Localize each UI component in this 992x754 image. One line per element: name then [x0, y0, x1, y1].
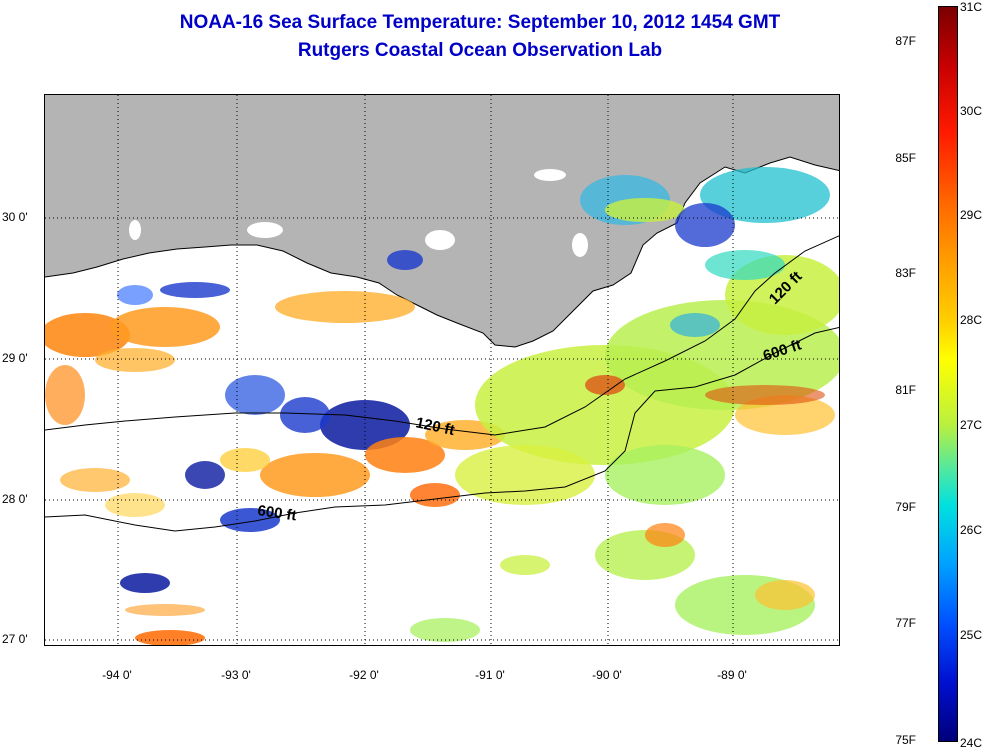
- land-mass: [45, 95, 839, 347]
- sst-map: 120 ft 120 ft 600 ft 600 ft: [44, 94, 840, 646]
- lon-label-94: -94 0': [102, 668, 132, 682]
- lon-label-89: -89 0': [717, 668, 747, 682]
- colorbar-f-75: 75F: [895, 733, 916, 747]
- lon-label-93: -93 0': [221, 668, 251, 682]
- lake-islands: [129, 169, 588, 257]
- colorbar-f-85: 85F: [895, 151, 916, 165]
- graticule: [45, 95, 839, 645]
- colorbar-f-77: 77F: [895, 616, 916, 630]
- colorbar-f-83: 83F: [895, 266, 916, 280]
- colorbar-c-24: 24C: [960, 736, 983, 750]
- colorbar-c-25: 25C: [960, 628, 983, 642]
- lat-label-27: 27 0': [2, 632, 28, 646]
- lon-label-90: -90 0': [592, 668, 622, 682]
- colorbar-f-87: 87F: [895, 34, 916, 48]
- contour-600ft: [45, 326, 839, 532]
- lon-label-91: -91 0': [475, 668, 505, 682]
- colorbar-f-79: 79F: [895, 500, 916, 514]
- contour-label-deep: 600 ft: [256, 502, 297, 524]
- colorbar-c-31: 31C: [960, 0, 983, 14]
- colorbar-c-27: 27C: [960, 418, 983, 432]
- lat-label-29: 29 0': [2, 351, 28, 365]
- map-subtitle: Rutgers Coastal Ocean Observation Lab: [297, 40, 663, 61]
- colorbar-c-29: 29C: [960, 208, 983, 222]
- colorbar-c-30: 30C: [960, 104, 983, 118]
- lat-label-28: 28 0': [2, 492, 28, 506]
- colorbar-f-81: 81F: [895, 383, 916, 397]
- colorbar-c-26: 26C: [960, 523, 983, 537]
- colorbar-c-28: 28C: [960, 313, 983, 327]
- sst-data: [45, 167, 839, 645]
- temperature-colorbar: [938, 6, 958, 742]
- sst-map-canvas: 120 ft 120 ft 600 ft 600 ft: [45, 95, 839, 645]
- lat-label-30: 30 0': [2, 210, 28, 224]
- contour-120ft: [45, 235, 839, 436]
- map-title: NOAA-16 Sea Surface Temperature: Septemb…: [179, 12, 781, 33]
- lon-label-92: -92 0': [349, 668, 379, 682]
- contour-label-shallow: 120 ft: [414, 414, 456, 439]
- coastline: [45, 156, 839, 348]
